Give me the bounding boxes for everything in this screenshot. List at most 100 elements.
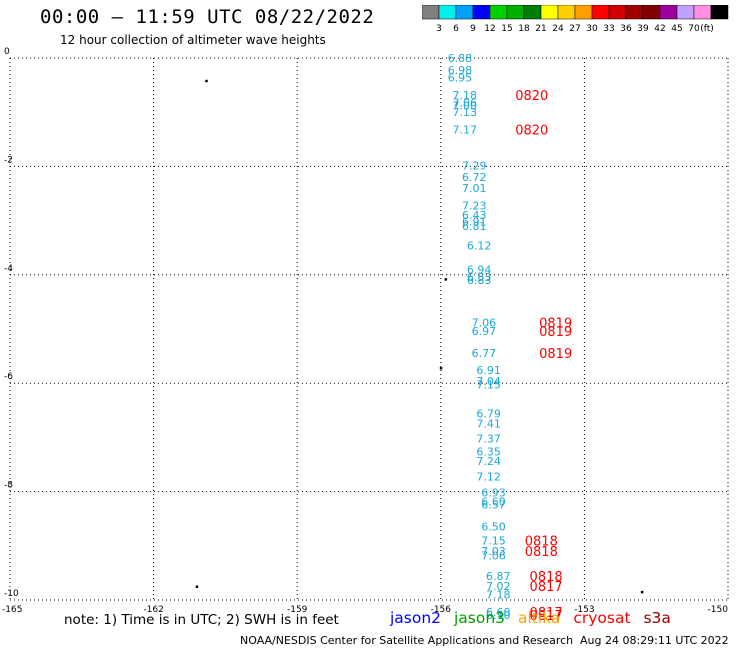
swh-label: 6.98	[448, 64, 473, 77]
x-tick-label: -159	[287, 605, 308, 615]
date-label: 0817	[530, 606, 563, 620]
colorbar-unit: (ft)	[700, 24, 714, 34]
colorbar-swatch	[710, 5, 729, 20]
swh-label: 6.53	[467, 271, 492, 284]
colorbar-tick-label: 15	[501, 24, 512, 34]
swh-label: 7.12	[476, 470, 501, 483]
colorbar-tick-label: 21	[535, 24, 546, 34]
swh-label: 7.13	[452, 106, 477, 119]
date-label: 0820	[515, 124, 548, 139]
swh-label: 6.95	[448, 72, 473, 85]
footer-note: note: 1) Time is in UTC; 2) SWH is in fe…	[64, 612, 339, 628]
swh-label: 7.06	[452, 96, 477, 109]
swh-label: 6.35	[476, 445, 501, 458]
land-mark	[195, 585, 199, 588]
colorbar-tick-label: 12	[484, 24, 495, 34]
land-mark	[205, 79, 208, 83]
legend-entry-s3a: s3a	[643, 609, 671, 627]
y-tick-label: -6	[4, 372, 13, 382]
swh-label: 7.18	[486, 589, 511, 602]
date-label: 0818	[525, 545, 558, 560]
swh-label: 6.12	[467, 240, 492, 253]
colorbar-tick-label: 27	[569, 24, 580, 34]
page-subtitle: 12 hour collection of altimeter wave hei…	[60, 33, 326, 47]
swh-label: 7.18	[452, 89, 477, 102]
x-tick-label: -156	[431, 605, 452, 615]
y-tick-label: -2	[4, 155, 13, 165]
swh-label: 6.72	[462, 171, 487, 184]
swh-label: 6.87	[486, 570, 511, 583]
legend-entry-jason2: jason2	[390, 609, 442, 627]
footer-timestamp: Aug 24 08:29:11 UTC 2022	[580, 634, 729, 647]
land-mark	[640, 590, 644, 594]
swh-label: 7.37	[476, 432, 501, 445]
swh-label: 6.79	[476, 408, 501, 421]
swh-label: 6.83	[467, 274, 492, 287]
colorbar-tick-label: 30	[586, 24, 598, 34]
swh-label: 7.00	[452, 100, 477, 113]
land-mark	[444, 278, 448, 281]
colorbar-tick-label: 70	[688, 24, 700, 34]
swh-label: 7.41	[476, 417, 501, 430]
page-title: 00:00 – 11:59 UTC 08/22/2022	[40, 6, 375, 28]
swh-label: 6.88	[448, 52, 473, 65]
date-label: 0819	[539, 316, 572, 331]
y-tick-label: -4	[4, 264, 13, 274]
satellite-legend: jason2 jason3 altika cryosat s3a	[390, 609, 679, 627]
x-tick-label: -165	[2, 605, 22, 615]
swh-label: 7.06	[481, 550, 506, 563]
date-label: 0817	[530, 580, 563, 595]
swh-label: 7.17	[452, 124, 477, 137]
date-label: 0820	[515, 89, 548, 104]
swh-label: 6.60	[481, 495, 506, 508]
swh-label: 6.77	[472, 347, 497, 360]
colorbar-tick-label: 18	[518, 24, 530, 34]
colorbar-tick-label: 42	[654, 24, 665, 34]
colorbar-tick-label: 39	[637, 24, 649, 34]
x-tick-label: -153	[574, 605, 594, 615]
legend-entry-cryosat: cryosat	[573, 609, 631, 627]
date-label: 0817	[530, 609, 563, 620]
swh-label: 7.02	[486, 580, 511, 593]
y-tick-label: -10	[4, 589, 19, 599]
swh-label: 6.91	[462, 216, 487, 229]
swh-label: 6.60	[486, 606, 511, 619]
date-label: 0818	[525, 534, 558, 549]
colorbar-tick-label: 36	[620, 24, 632, 34]
swh-label: 7.06	[472, 316, 497, 329]
swh-label: 6.97	[472, 325, 497, 338]
legend-entry-altika: altika	[518, 609, 561, 627]
legend-entry-jason3: jason3	[454, 609, 506, 627]
swh-label: 6.91	[476, 364, 501, 377]
swh-label: 6.10	[486, 609, 511, 620]
swh-label: 7.15	[476, 378, 501, 391]
swh-label: 6.93	[481, 487, 506, 500]
x-tick-label: -150	[708, 605, 729, 615]
colorbar-tick-label: 3	[436, 24, 442, 34]
colorbar-tick-label: 6	[453, 24, 459, 34]
y-tick-label: -8	[4, 481, 13, 491]
swh-label: 7.23	[462, 199, 487, 212]
date-label: 0818	[530, 570, 563, 585]
colorbar: 3 6 9 12 15 18 21 24 27 30 33 36 39 42 45 70 (ft)	[422, 5, 729, 34]
colorbar-tick-label: 9	[470, 24, 476, 34]
colorbar-tick-label: 45	[671, 24, 682, 34]
swh-label: 6.50	[481, 520, 506, 533]
chart-plot: -165 -162 -159 -156 -153 -150 0 -2 -4 -6 -8 -10 6.88…	[2, 47, 729, 620]
colorbar-tick-label: 24	[552, 24, 564, 34]
y-tick-label: 0	[4, 47, 10, 57]
x-tick-label: -162	[143, 605, 163, 615]
date-label: 0819	[539, 347, 572, 362]
swh-label: 6.57	[481, 499, 506, 512]
swh-label: 7.01	[462, 182, 487, 195]
swh-label: 7.04	[476, 375, 501, 388]
swh-label: 7.24	[476, 455, 501, 468]
swh-label: 6.94	[467, 263, 492, 276]
footer-credit: NOAA/NESDIS Center for Satellite Applica…	[240, 634, 574, 647]
swh-label: 7.03	[481, 545, 506, 558]
swh-label: 6.81	[462, 220, 487, 233]
colorbar-tick-label: 33	[603, 24, 614, 34]
swh-label: 6.43	[462, 209, 487, 222]
land-mark	[439, 367, 443, 370]
swh-label: 7.15	[481, 534, 506, 547]
